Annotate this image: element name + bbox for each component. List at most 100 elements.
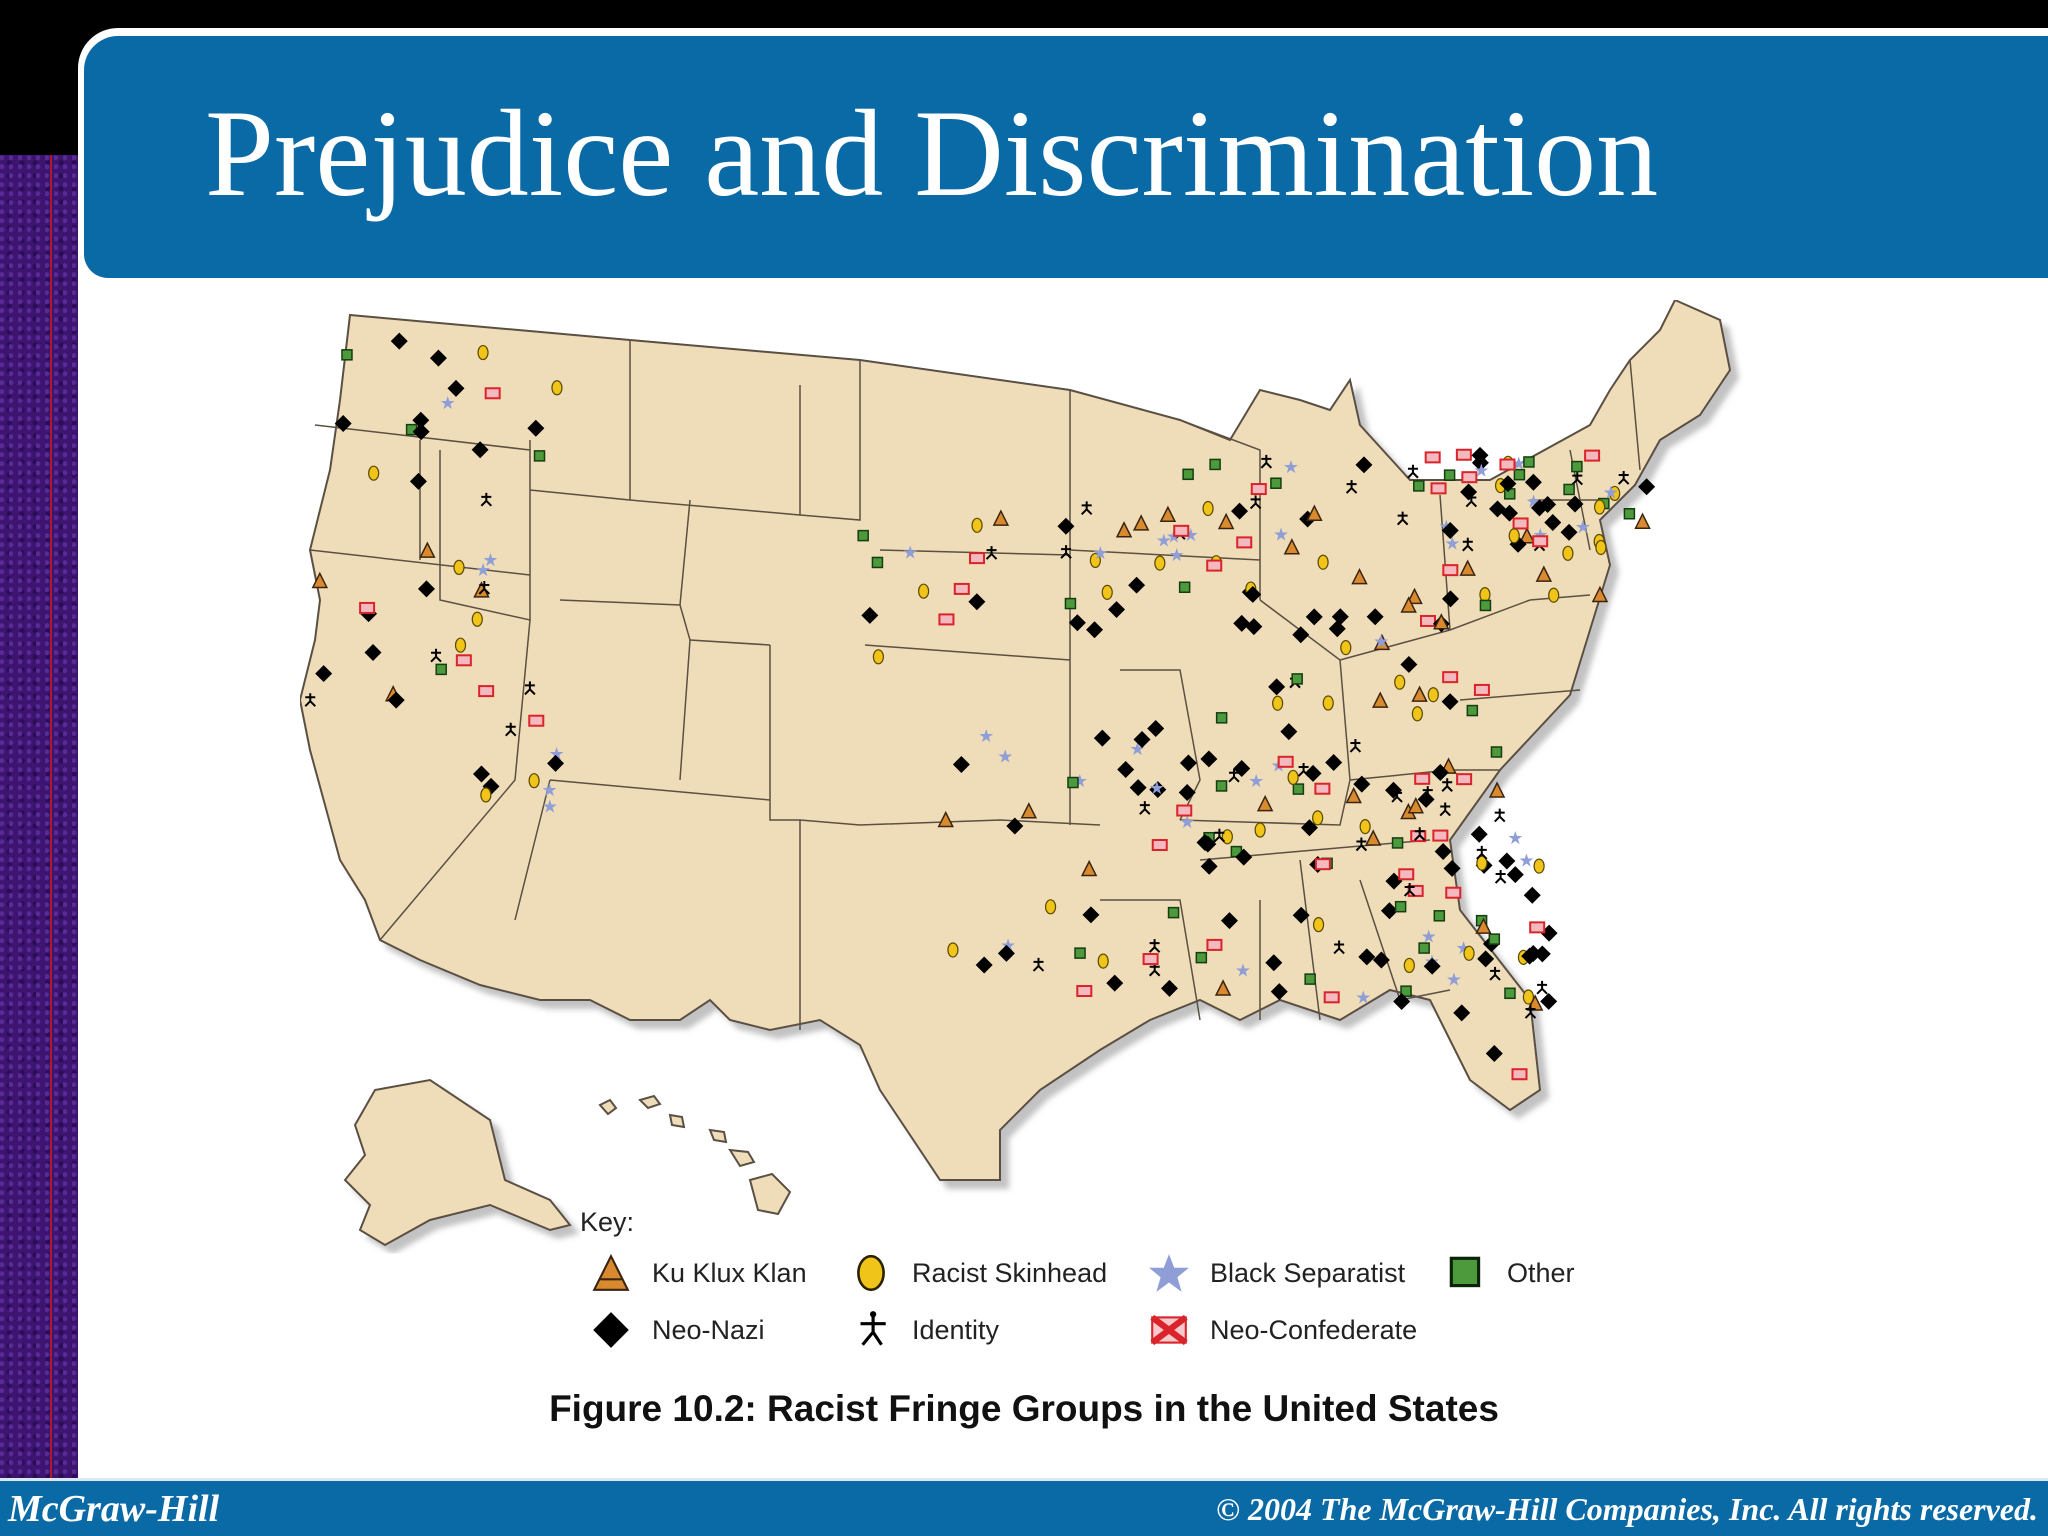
map-marker: [472, 765, 490, 783]
map-marker: [1512, 517, 1529, 530]
map-marker: [1355, 837, 1368, 852]
map-marker: [1214, 979, 1232, 996]
map-marker: [1115, 521, 1133, 538]
map-marker: [1280, 723, 1298, 741]
map-marker: [1476, 845, 1488, 860]
map-marker: [857, 529, 869, 542]
map-marker: [1074, 947, 1086, 959]
map-marker: [1433, 910, 1446, 922]
map-marker: [1523, 456, 1535, 468]
map-marker: ★: [1507, 828, 1523, 848]
map-marker: [1443, 859, 1461, 877]
map-marker: [1245, 618, 1263, 636]
map-marker: [1306, 504, 1323, 521]
map-marker: [1297, 763, 1310, 777]
map-marker: [311, 571, 329, 589]
map-marker: [1148, 962, 1161, 977]
map-marker: [1385, 872, 1403, 890]
map-marker: [1508, 528, 1520, 544]
legend-label: Racist Skinhead: [912, 1257, 1108, 1288]
legend-item-identity: Identity: [850, 1309, 999, 1351]
legend-label: Black Separatist: [1210, 1257, 1406, 1288]
map-marker: [1106, 974, 1124, 992]
map-legend: Key: Ku Klux Klan Racist Skinhead Black …: [580, 1205, 1680, 1365]
map-marker: [1394, 674, 1406, 690]
map-marker: [975, 956, 993, 974]
map-marker: [1082, 906, 1100, 924]
title-bar: [80, 32, 2048, 282]
map-marker: [1489, 966, 1501, 981]
map-marker: [1093, 729, 1111, 747]
map-marker: [1396, 511, 1409, 526]
map-marker: [1117, 760, 1135, 778]
map-marker: [1479, 599, 1492, 612]
map-marker: [1498, 852, 1516, 870]
map-marker: [471, 441, 489, 459]
map-marker: ★: [1373, 631, 1389, 651]
map-marker: [968, 593, 986, 611]
map-marker: [1394, 900, 1407, 913]
map-marker: [1351, 567, 1368, 585]
map-marker: [484, 387, 501, 400]
map-marker: [478, 685, 495, 698]
map-marker: ★: [1575, 517, 1591, 537]
figure-caption: Figure 10.2: Racist Fringe Groups in the…: [549, 1388, 1499, 1429]
map-marker: [1584, 449, 1601, 462]
map-marker: [1427, 687, 1439, 703]
map-marker: [861, 606, 879, 624]
map-marker: [1032, 957, 1045, 972]
map-marker: [1167, 906, 1180, 919]
map-marker: [1442, 564, 1459, 577]
map-marker: [1524, 1005, 1537, 1019]
legend-label: Ku Klux Klan: [652, 1257, 807, 1288]
map-marker: [1235, 848, 1253, 866]
map-marker: [364, 644, 382, 661]
map-marker: [1254, 822, 1266, 838]
map-marker: [1060, 545, 1072, 559]
map-marker: [1231, 502, 1249, 520]
map-marker: ★: [1444, 534, 1460, 554]
alaska-shape: [343, 1078, 572, 1247]
map-marker: [1305, 608, 1323, 626]
map-marker: [1475, 917, 1492, 934]
map-marker: [1132, 514, 1150, 531]
map-marker: [524, 681, 536, 696]
map-marker: [1139, 801, 1151, 815]
map-marker: [1506, 866, 1524, 884]
map-marker: [1292, 906, 1310, 924]
map-marker: [1272, 695, 1284, 711]
map-marker: [1441, 693, 1459, 711]
map-marker: ★: [1169, 545, 1185, 565]
map-marker: [1160, 979, 1178, 997]
map-marker: [1373, 633, 1391, 651]
map-marker: [1206, 559, 1223, 572]
map-marker: [1372, 951, 1390, 969]
legend-label: Identity: [912, 1314, 1000, 1345]
map-marker: [1453, 1004, 1471, 1022]
map-marker: [1430, 482, 1447, 495]
map-marker: [1233, 614, 1251, 632]
map-marker: [1353, 775, 1371, 793]
map-marker: [1533, 858, 1545, 874]
map-marker: [1300, 819, 1318, 837]
map-marker: ★: [1156, 531, 1172, 551]
map-marker: [1524, 944, 1542, 962]
map-marker: [1490, 746, 1503, 758]
map-marker: [1268, 678, 1286, 696]
map-marker: [1020, 802, 1038, 819]
map-marker: ★: [541, 780, 557, 800]
legend-item-black-separatist: Black Separatist: [1148, 1252, 1405, 1294]
map-marker: [1432, 829, 1449, 842]
map-marker: [992, 509, 1010, 526]
map-marker: [1535, 565, 1553, 582]
map-marker: [1283, 538, 1301, 555]
map-marker: [1562, 545, 1574, 561]
map-marker: ★: [1149, 778, 1165, 798]
legend-label: Neo-Confederate: [1210, 1314, 1418, 1345]
map-marker: ★: [1518, 851, 1534, 871]
map-marker: [1213, 828, 1226, 843]
map-marker: [1176, 804, 1193, 817]
map-marker: [1634, 512, 1651, 529]
map-marker: [368, 465, 380, 481]
map-marker: [1159, 505, 1177, 523]
